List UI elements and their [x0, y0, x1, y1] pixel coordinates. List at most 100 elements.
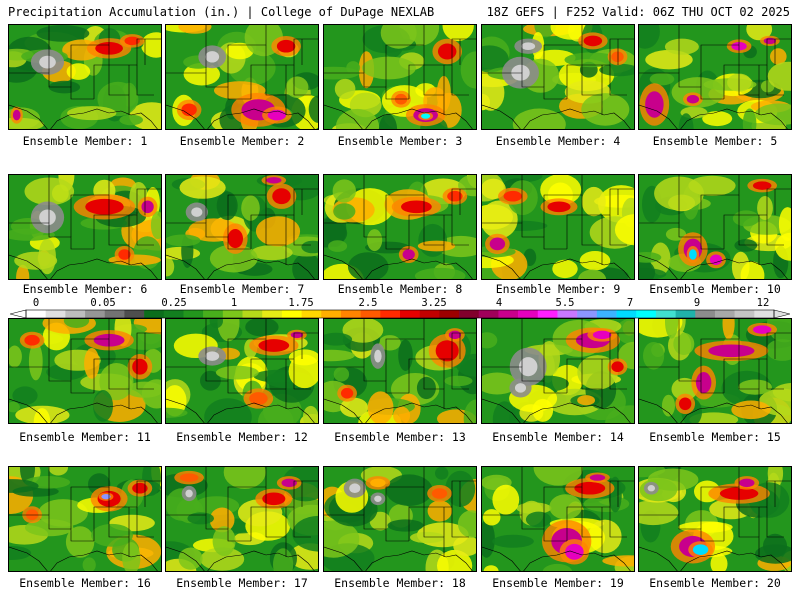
- colorbar-max-arrow: [773, 309, 790, 319]
- colorbar-cell: [695, 310, 716, 318]
- ensemble-member-label: Ensemble Member: 5: [652, 134, 778, 148]
- ensemble-member-map: [165, 318, 319, 424]
- colorbar-frame: [25, 309, 775, 319]
- colorbar-cell: [360, 310, 381, 318]
- colorbar-cell: [340, 310, 361, 318]
- colorbar-tick-label: 0.25: [161, 297, 187, 309]
- chart-title: Precipitation Accumulation (in.) | Colle…: [8, 5, 435, 19]
- precip-map: [482, 319, 634, 423]
- precip-map: [639, 25, 791, 129]
- precip-map: [482, 467, 634, 571]
- colorbar-tick-label: 4: [495, 297, 503, 309]
- ensemble-member-label: Ensemble Member: 11: [19, 430, 151, 444]
- ensemble-member-label: Ensemble Member: 13: [334, 430, 466, 444]
- ensemble-member-map: [165, 174, 319, 280]
- colorbar-cell: [439, 310, 460, 318]
- ensemble-member-map: [638, 466, 792, 572]
- colorbar-cell: [163, 310, 184, 318]
- colorbar-cell: [104, 310, 125, 318]
- ensemble-member-map: [323, 174, 477, 280]
- ensemble-member-label: Ensemble Member: 1: [22, 134, 148, 148]
- ensemble-member-map: [481, 174, 635, 280]
- colorbar-cell: [85, 310, 106, 318]
- precip-map: [166, 175, 318, 279]
- ensemble-member-map: [8, 174, 162, 280]
- ensemble-member-label: Ensemble Member: 16: [19, 576, 151, 590]
- precip-map: [639, 175, 791, 279]
- colorbar-cell: [459, 310, 480, 318]
- colorbar-cell: [45, 310, 66, 318]
- ensemble-member-label: Ensemble Member: 2: [179, 134, 305, 148]
- ensemble-member-label: Ensemble Member: 10: [649, 282, 781, 296]
- precip-map: [324, 467, 476, 571]
- precip-colorbar: [10, 309, 790, 319]
- colorbar-tick-label: 0.05: [90, 297, 116, 309]
- ensemble-member-label: Ensemble Member: 6: [22, 282, 148, 296]
- ensemble-member-map: [165, 24, 319, 130]
- colorbar-cell: [400, 310, 420, 318]
- colorbar-cell: [26, 310, 46, 318]
- colorbar-cell: [518, 310, 539, 318]
- precip-map: [639, 319, 791, 423]
- colorbar-cell: [262, 310, 283, 318]
- colorbar-tick-label: 1.75: [288, 297, 314, 309]
- colorbar-cell: [144, 310, 165, 318]
- colorbar-cell: [301, 310, 322, 318]
- colorbar-tick-label: 2.5: [358, 297, 378, 309]
- colorbar-min-arrow: [10, 309, 27, 319]
- ensemble-member-map: [638, 318, 792, 424]
- colorbar-cell: [124, 310, 145, 318]
- colorbar-cell: [754, 310, 775, 318]
- ensemble-member-map: [8, 466, 162, 572]
- ensemble-member-label: Ensemble Member: 20: [649, 576, 781, 590]
- precip-map: [482, 175, 634, 279]
- precip-map: [166, 25, 318, 129]
- colorbar-cell: [498, 310, 519, 318]
- precip-map: [9, 319, 161, 423]
- ensemble-member-map: [481, 318, 635, 424]
- colorbar-tick-label: 7: [626, 297, 634, 309]
- colorbar-cell: [577, 310, 598, 318]
- precip-map: [166, 319, 318, 423]
- precip-map: [639, 467, 791, 571]
- ensemble-member-map: [323, 24, 477, 130]
- ensemble-member-label: Ensemble Member: 18: [334, 576, 466, 590]
- model-valid-time: 18Z GEFS | F252 Valid: 06Z THU OCT 02 20…: [486, 5, 790, 19]
- ensemble-member-label: Ensemble Member: 17: [176, 576, 308, 590]
- ensemble-member-label: Ensemble Member: 19: [492, 576, 624, 590]
- colorbar-cell: [242, 310, 263, 318]
- colorbar-cell: [183, 310, 204, 318]
- colorbar-tick-label: 1: [230, 297, 238, 309]
- colorbar-cell: [478, 310, 499, 318]
- colorbar-cell: [596, 310, 617, 318]
- colorbar-cell: [537, 310, 558, 318]
- ensemble-member-map: [323, 318, 477, 424]
- colorbar-cell: [419, 310, 440, 318]
- colorbar-cell: [321, 310, 342, 318]
- ensemble-member-map: [323, 466, 477, 572]
- colorbar-cell: [714, 310, 735, 318]
- precip-map: [482, 25, 634, 129]
- precip-map: [324, 319, 476, 423]
- precip-map: [324, 25, 476, 129]
- ensemble-member-label: Ensemble Member: 3: [337, 134, 463, 148]
- precip-map: [9, 175, 161, 279]
- colorbar-cell: [636, 310, 657, 318]
- precip-map: [9, 467, 161, 571]
- ensemble-member-map: [8, 24, 162, 130]
- precip-map: [324, 175, 476, 279]
- ensemble-member-label: Ensemble Member: 9: [495, 282, 621, 296]
- colorbar-cell: [675, 310, 696, 318]
- colorbar-cell: [616, 310, 637, 318]
- colorbar-tick-label: 12: [756, 297, 770, 309]
- colorbar-cell: [65, 310, 86, 318]
- colorbar-cell: [557, 310, 578, 318]
- colorbar-cell: [655, 310, 676, 318]
- ensemble-member-label: Ensemble Member: 7: [179, 282, 305, 296]
- colorbar-cell: [380, 310, 401, 318]
- ensemble-member-label: Ensemble Member: 14: [492, 430, 624, 444]
- colorbar-cell: [222, 310, 243, 318]
- colorbar-tick-label: 0: [32, 297, 40, 309]
- ensemble-member-map: [165, 466, 319, 572]
- colorbar-cell: [281, 310, 302, 318]
